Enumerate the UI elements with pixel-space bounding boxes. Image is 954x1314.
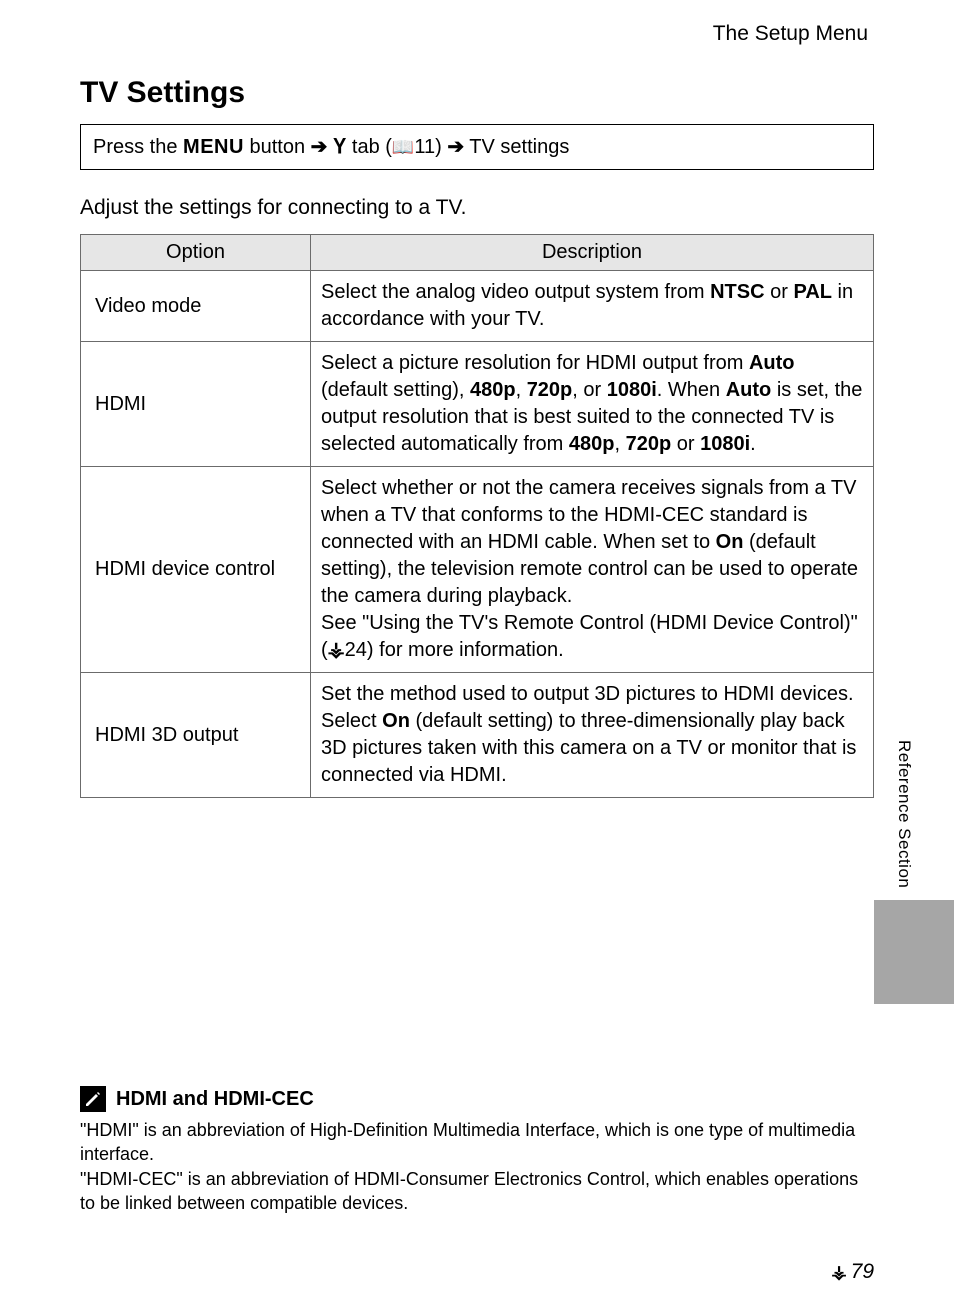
page-number-value: 79 bbox=[851, 1260, 874, 1284]
reference-section-icon: ⚶ bbox=[831, 1262, 846, 1283]
nav-prefix: Press the bbox=[93, 136, 183, 158]
col-header-option: Option bbox=[81, 235, 311, 271]
wrench-icon: Y bbox=[333, 132, 346, 163]
table-row: HDMI 3D outputSet the method used to out… bbox=[81, 673, 874, 798]
nav-page-ref: 11 bbox=[414, 136, 435, 158]
page-number: ⚶79 bbox=[831, 1260, 874, 1284]
arrow-icon: ➔ bbox=[311, 136, 328, 158]
arrow-icon: ➔ bbox=[447, 136, 464, 158]
nav-tab-word: tab ( bbox=[352, 136, 392, 158]
table-row: HDMISelect a picture resolution for HDMI… bbox=[81, 342, 874, 467]
settings-table: Option Description Video modeSelect the … bbox=[80, 234, 874, 798]
note-body-2: "HDMI-CEC" is an abbreviation of HDMI-Co… bbox=[80, 1167, 874, 1216]
menu-button-label: MENU bbox=[183, 136, 244, 158]
description-cell: Set the method used to output 3D picture… bbox=[311, 673, 874, 798]
option-cell: Video mode bbox=[81, 271, 311, 342]
navigation-path: Press the MENU button ➔ Y tab (📖11) ➔ TV… bbox=[80, 124, 874, 170]
option-cell: HDMI device control bbox=[81, 467, 311, 673]
table-row: Video modeSelect the analog video output… bbox=[81, 271, 874, 342]
page-title: TV Settings bbox=[80, 76, 874, 110]
description-cell: Select the analog video output system fr… bbox=[311, 271, 874, 342]
side-thumb-tab bbox=[874, 900, 954, 1004]
nav-after-menu: button bbox=[244, 136, 311, 158]
option-cell: HDMI bbox=[81, 342, 311, 467]
option-cell: HDMI 3D output bbox=[81, 673, 311, 798]
side-section-label: Reference Section bbox=[894, 740, 914, 888]
nav-after-ref: ) bbox=[435, 136, 447, 158]
settings-table-body: Video modeSelect the analog video output… bbox=[81, 271, 874, 798]
nav-dest: TV settings bbox=[464, 136, 569, 158]
intro-text: Adjust the settings for connecting to a … bbox=[80, 196, 874, 220]
manual-page: The Setup Menu TV Settings Press the MEN… bbox=[0, 0, 954, 1314]
note-title: HDMI and HDMI-CEC bbox=[116, 1088, 314, 1111]
section-header: The Setup Menu bbox=[80, 22, 868, 46]
pencil-note-icon bbox=[80, 1086, 106, 1112]
note-body-1: "HDMI" is an abbreviation of High-Defini… bbox=[80, 1118, 874, 1167]
col-header-description: Description bbox=[311, 235, 874, 271]
description-cell: Select a picture resolution for HDMI out… bbox=[311, 342, 874, 467]
note-block: HDMI and HDMI-CEC "HDMI" is an abbreviat… bbox=[80, 1086, 874, 1215]
table-row: HDMI device controlSelect whether or not… bbox=[81, 467, 874, 673]
book-icon: 📖 bbox=[392, 137, 414, 157]
description-cell: Select whether or not the camera receive… bbox=[311, 467, 874, 673]
